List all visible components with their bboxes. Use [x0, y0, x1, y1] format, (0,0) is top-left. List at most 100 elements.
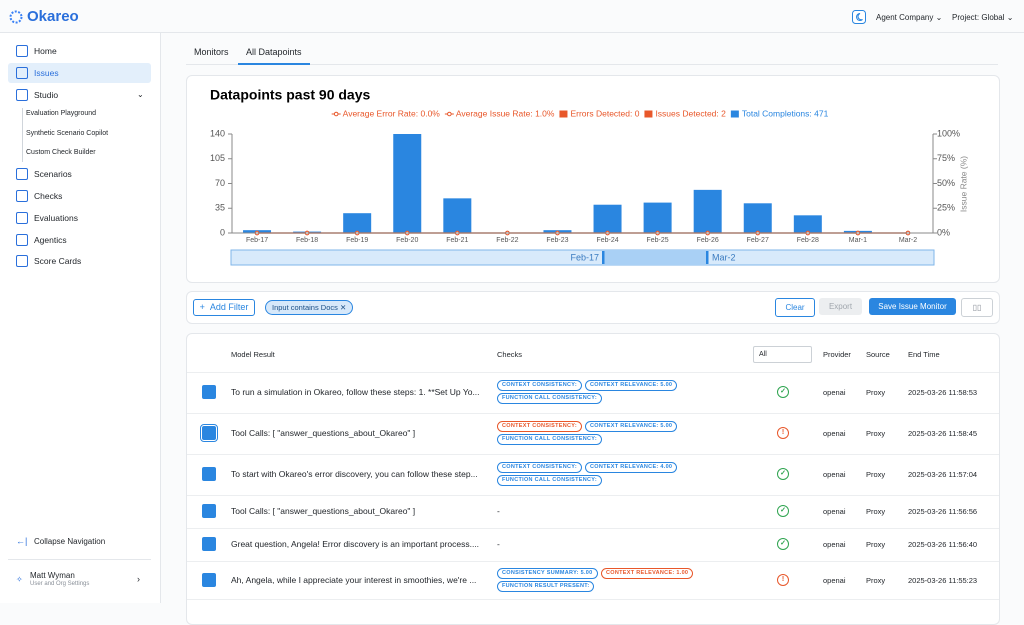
nav-item[interactable]: Scenarios [34, 169, 72, 179]
tab[interactable]: Monitors [194, 47, 229, 57]
y2-axis-label: Issue Rate (%) [958, 156, 968, 212]
nav-subitem[interactable]: Custom Check Builder [26, 149, 96, 156]
user-caret[interactable]: › [137, 574, 140, 584]
status-filter[interactable]: All [753, 346, 812, 363]
datapoints-table: Model Result Checks All Provider Source End T… [186, 333, 1000, 625]
row-divider [187, 495, 999, 496]
check-chip[interactable]: CONTEXT CONSISTENCY: [497, 462, 582, 473]
project-name[interactable]: Project: Global [952, 13, 1005, 22]
nav-item[interactable]: Score Cards [34, 256, 82, 266]
filter-chip[interactable]: Input contains Docs ✕ [265, 300, 354, 315]
row-divider [187, 599, 999, 600]
legend: Average Error Rate: 0.0% Average Issue Ra… [331, 108, 829, 118]
range-end-label: Mar-2 [712, 252, 736, 262]
provider: openai [823, 507, 846, 516]
tab-active[interactable]: All Datapoints [246, 47, 302, 57]
nav-subitem[interactable]: Evaluation Playground [26, 110, 97, 117]
legend-item[interactable]: Issues Detected: 2 [644, 108, 726, 118]
user-subtitle[interactable]: User and Org Settings [30, 581, 90, 587]
check-chip[interactable]: CONTEXT CONSISTENCY: [497, 380, 582, 391]
y-tick-label: 140 [210, 128, 225, 138]
model-result: Great question, Angela! Error discovery … [231, 539, 480, 549]
check-chip[interactable]: CONTEXT RELEVANCE: 1.00 [601, 568, 694, 579]
nav-icon [16, 67, 28, 79]
legend-item[interactable]: Average Error Rate: 0.0% [331, 108, 441, 118]
check-chip[interactable]: FUNCTION CALL CONSISTENCY: [497, 475, 602, 486]
source: Proxy [866, 429, 886, 438]
y-tick-label: 70 [215, 178, 225, 188]
model-result: To start with Okareo's error discovery, … [231, 469, 478, 479]
x-tick-label: Mar-2 [899, 237, 917, 244]
end-time: 2025-03-26 11:56:56 [908, 507, 978, 516]
row-icon[interactable] [202, 573, 216, 587]
row-icon[interactable] [202, 385, 216, 399]
theme-toggle[interactable] [852, 10, 866, 24]
org-name[interactable]: Agent Company [876, 13, 934, 22]
status-issue: ! [777, 574, 789, 586]
nav-item[interactable]: Evaluations [34, 213, 78, 223]
range-handle[interactable] [602, 251, 605, 264]
check-chip[interactable]: CONTEXT CONSISTENCY: [497, 421, 582, 432]
chart-title: Datapoints past 90 days [210, 87, 370, 103]
range-selection [603, 250, 707, 265]
row-divider [187, 454, 999, 455]
save-monitor-button[interactable]: Save Issue Monitor [869, 298, 956, 315]
nav-item[interactable]: Agentics [34, 235, 67, 245]
y2-tick-label: 75% [937, 153, 955, 163]
x-tick-label: Feb-27 [747, 237, 769, 244]
end-time: 2025-03-26 11:56:40 [908, 540, 978, 549]
studio-caret[interactable]: ⌄ [137, 90, 144, 99]
legend-item[interactable]: Average Issue Rate: 1.0% [444, 108, 555, 118]
clear-button[interactable]: Clear [775, 298, 815, 317]
project-selector[interactable]: Project: Global ⌄ [952, 13, 1014, 22]
check-chip[interactable]: CONTEXT RELEVANCE: 5.00 [585, 380, 678, 391]
check-chip[interactable]: FUNCTION CALL CONSISTENCY: [497, 434, 602, 445]
row-icon[interactable] [202, 504, 216, 518]
y-tick-label: 105 [210, 153, 225, 163]
status-filter-label[interactable]: All [759, 351, 767, 358]
legend-swatch [559, 110, 568, 118]
provider: openai [823, 540, 846, 549]
nav-item[interactable]: Checks [34, 191, 63, 201]
model-result: To run a simulation in Okareo, follow th… [231, 387, 480, 397]
range-handle[interactable] [706, 251, 709, 264]
end-time: 2025-03-26 11:58:45 [908, 429, 978, 438]
y-tick-label: 35 [215, 203, 225, 213]
legend-item[interactable]: Total Completions: 471 [730, 108, 829, 118]
legend-label: Average Error Rate: 0.0% [343, 108, 441, 118]
check-chip[interactable]: CONTEXT RELEVANCE: 4.00 [585, 462, 678, 473]
check-chip[interactable]: FUNCTION CALL CONSISTENCY: [497, 393, 602, 404]
export-button[interactable]: Export [819, 298, 862, 315]
nav-active-bg [8, 63, 151, 83]
checks-empty: - [497, 506, 500, 516]
column-header: Provider [823, 350, 851, 359]
status-pass: ✓ [777, 538, 789, 550]
nav-item[interactable]: Studio [34, 90, 59, 100]
y2-tick-label: 0% [937, 227, 950, 237]
row-divider [187, 413, 999, 414]
nav-item[interactable]: Issues [34, 68, 59, 78]
nav-item[interactable]: Home [34, 46, 57, 56]
row-icon[interactable] [202, 467, 216, 481]
user-name[interactable]: Matt Wyman [30, 571, 75, 580]
legend-item[interactable]: Errors Detected: 0 [559, 108, 640, 118]
add-filter-button[interactable]: + Add Filter [193, 299, 255, 316]
nav-subitem[interactable]: Synthetic Scenario Copilot [26, 130, 109, 137]
collapse-icon[interactable]: ←| [16, 536, 28, 546]
row-icon[interactable] [199, 423, 219, 443]
source: Proxy [866, 388, 886, 397]
filter-chip-label: Input contains Docs [272, 303, 338, 312]
check-chip[interactable]: FUNCTION RESULT PRESENT: [497, 581, 595, 592]
add-filter-label[interactable]: Add Filter [209, 302, 249, 312]
legend-swatch-dot [447, 111, 452, 117]
row-icon[interactable] [202, 537, 216, 551]
bar [643, 202, 672, 233]
header-divider [0, 32, 1024, 33]
column-header: Model Result [231, 350, 275, 359]
columns-button[interactable]: ▯▯ [961, 298, 993, 317]
org-selector[interactable]: Agent Company ⌄ [876, 13, 943, 22]
collapse-navigation[interactable]: Collapse Navigation [34, 537, 106, 546]
check-chip[interactable]: CONTEXT RELEVANCE: 5.00 [585, 421, 678, 432]
check-chip[interactable]: CONSISTENCY SUMMARY: 5.00 [497, 568, 598, 579]
x-tick-label: Feb-26 [697, 237, 719, 244]
